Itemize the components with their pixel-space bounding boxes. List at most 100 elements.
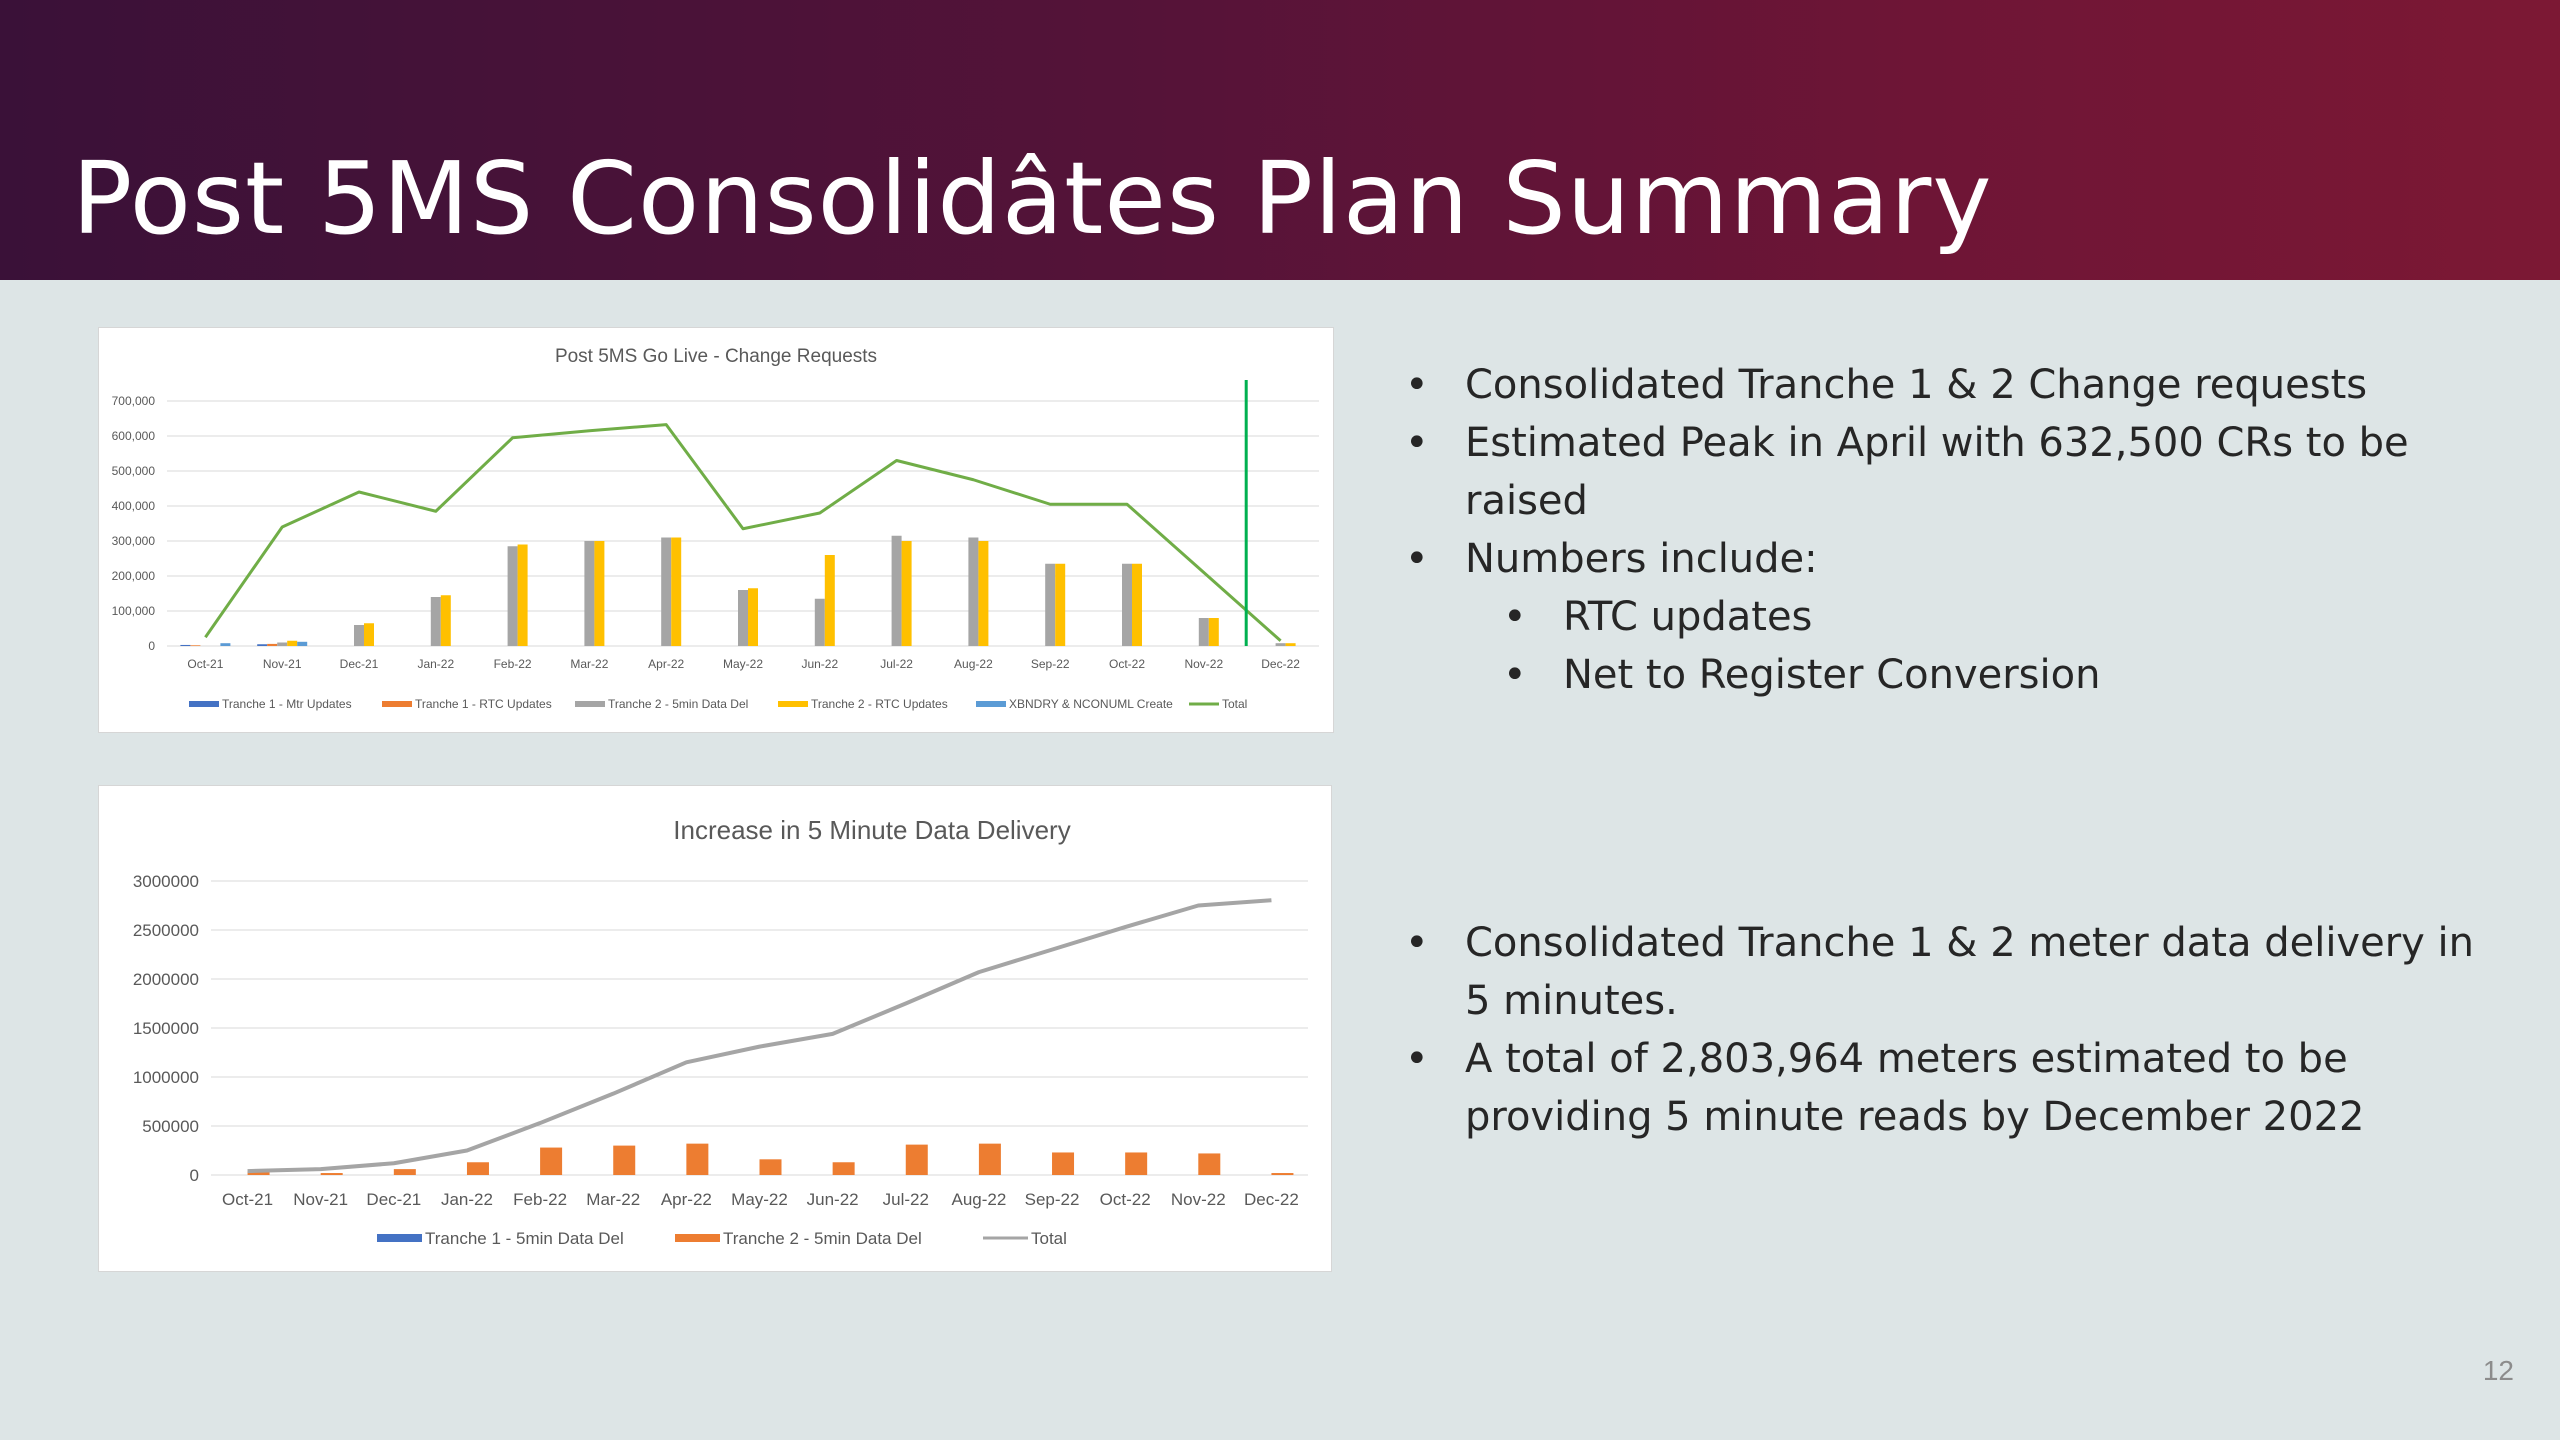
bar <box>661 537 672 646</box>
bar <box>671 537 682 646</box>
x-tick-label: Apr-22 <box>661 1190 712 1209</box>
bar <box>1198 618 1209 646</box>
bullet-text: 5 minutes. <box>1465 978 1678 1024</box>
bar <box>430 597 441 646</box>
bullet-item: • Consolidated Tranche 1 & 2 Change reque… <box>1405 356 2505 414</box>
bar <box>320 1173 343 1175</box>
bullet-text: Estimated Peak in April with 632,500 CRs… <box>1465 420 2409 466</box>
y-tick-label: 1000000 <box>133 1068 199 1087</box>
legend-label: Tranche 2 - 5min Data Del <box>608 697 748 711</box>
legend-label: Tranche 2 - 5min Data Del <box>723 1229 922 1248</box>
bar <box>220 643 231 646</box>
bar <box>1208 618 1219 646</box>
y-tick-label: 100,000 <box>112 604 156 618</box>
x-tick-label: Jul-22 <box>883 1190 929 1209</box>
bar <box>393 1169 416 1175</box>
x-tick-label: Nov-22 <box>1184 657 1223 671</box>
x-tick-label: Dec-21 <box>340 657 379 671</box>
bar <box>540 1147 563 1175</box>
bar <box>759 1159 782 1175</box>
bar <box>738 590 748 646</box>
bullet-dot: • <box>1503 594 1527 640</box>
series-line-5 <box>204 423 1282 642</box>
bullet-text: Consolidated Tranche 1 & 2 meter data de… <box>1465 920 2475 966</box>
x-tick-label: Sep-22 <box>1025 1190 1080 1209</box>
y-tick-label: 2000000 <box>133 970 199 989</box>
legend-label: Tranche 1 - 5min Data Del <box>425 1229 624 1248</box>
bar <box>613 1145 636 1175</box>
bullet-item: • Consolidated Tranche 1 & 2 meter data d… <box>1405 914 2505 972</box>
y-tick-label: 2500000 <box>133 921 199 940</box>
title-banner <box>0 0 2560 280</box>
bar <box>1125 1152 1148 1175</box>
bar <box>1285 643 1296 646</box>
bullets-change-requests: • Consolidated Tranche 1 & 2 Change reque… <box>1405 356 2505 704</box>
bullet-dot: • <box>1405 536 1429 582</box>
bar <box>466 1162 489 1175</box>
legend-label: Total <box>1031 1229 1067 1248</box>
data-delivery-chart-panel: Increase in 5 Minute Data Delivery 0 50000… <box>98 785 1332 1272</box>
bar <box>287 640 298 646</box>
y-tick-label: 3000000 <box>133 872 199 891</box>
x-tick-label: Jan-22 <box>417 657 454 671</box>
y-tick-label: 300,000 <box>112 534 156 548</box>
legend-swatch <box>189 701 219 707</box>
x-tick-label: Oct-22 <box>1100 1190 1151 1209</box>
legend-label: Tranche 1 - RTC Updates <box>415 697 552 711</box>
bullet-item: • A total of 2,803,964 meters estimated t… <box>1405 1030 2505 1088</box>
bar <box>1045 563 1056 646</box>
x-tick-label: Feb-22 <box>513 1190 567 1209</box>
x-tick-label: Sep-22 <box>1031 657 1070 671</box>
bar <box>1271 1173 1294 1175</box>
bar <box>1275 643 1286 646</box>
legend-swatch <box>675 1234 720 1242</box>
x-tick-label: Aug-22 <box>954 657 993 671</box>
bar <box>594 541 605 646</box>
y-tick-label: 500,000 <box>112 464 156 478</box>
y-tick-label: 0 <box>148 639 155 653</box>
x-tick-label: Dec-21 <box>366 1190 421 1209</box>
bullet-text: Numbers include: <box>1465 536 1818 582</box>
bullet-text: providing 5 minute reads by December 202… <box>1465 1094 2365 1140</box>
x-tick-label: Mar-22 <box>570 657 608 671</box>
bar <box>247 1171 270 1175</box>
bar <box>364 623 374 646</box>
legend-swatch <box>976 701 1006 707</box>
change-requests-chart: Post 5MS Go Live - Change Requests 0 100,0… <box>112 346 1319 711</box>
x-tick-label: Oct-21 <box>222 1190 273 1209</box>
bar <box>180 644 191 646</box>
x-tick-label: Jul-22 <box>880 657 913 671</box>
y-tick-label: 600,000 <box>112 429 156 443</box>
bar <box>267 643 278 646</box>
x-tick-label: Oct-22 <box>1109 657 1145 671</box>
bar <box>354 625 364 646</box>
bar <box>277 642 288 646</box>
bar <box>517 544 528 646</box>
x-tick-label: Nov-21 <box>293 1190 348 1209</box>
bullet-dot: • <box>1405 362 1429 408</box>
bullet-item: • Net to Register Conversion <box>1405 646 2505 704</box>
x-tick-label: Nov-21 <box>263 657 302 671</box>
legend-swatch <box>778 701 808 707</box>
x-tick-label: Oct-21 <box>187 657 223 671</box>
bar <box>814 598 825 646</box>
bullet-item: raised <box>1405 472 2505 530</box>
page-number: 12 <box>2482 1355 2514 1386</box>
bar <box>891 535 902 646</box>
bar <box>978 1143 1001 1175</box>
bar <box>901 541 912 646</box>
legend-label: Tranche 2 - RTC Updates <box>811 697 948 711</box>
x-tick-label: May-22 <box>723 657 763 671</box>
chart-title: Increase in 5 Minute Data Delivery <box>673 815 1070 845</box>
legend-swatch <box>377 1234 422 1242</box>
bullet-dot: • <box>1405 920 1429 966</box>
y-tick-label: 500000 <box>142 1117 199 1136</box>
x-tick-label: Aug-22 <box>951 1190 1006 1209</box>
bar <box>297 641 308 646</box>
x-tick-label: May-22 <box>731 1190 788 1209</box>
legend-label: Tranche 1 - Mtr Updates <box>222 697 352 711</box>
x-tick-label: Jan-22 <box>441 1190 493 1209</box>
x-tick-label: Jun-22 <box>807 1190 859 1209</box>
bar <box>1198 1153 1221 1175</box>
y-tick-label: 0 <box>190 1166 199 1185</box>
